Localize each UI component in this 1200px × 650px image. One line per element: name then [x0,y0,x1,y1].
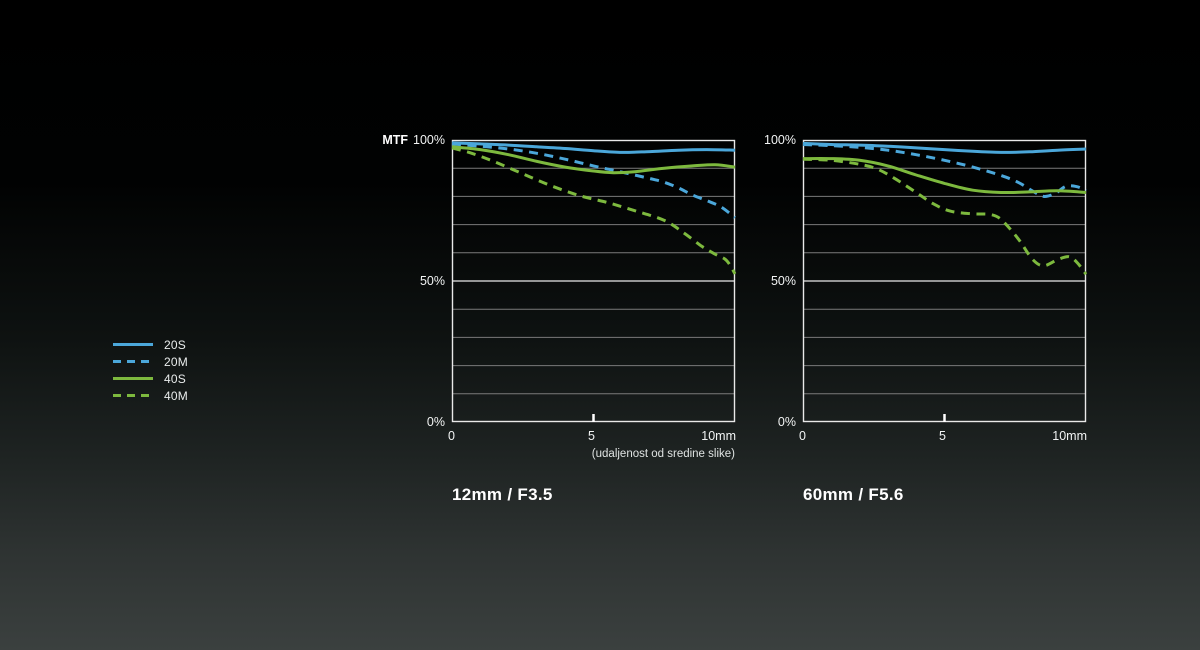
mtf-chart-12mm: MTF 100% 50% 0% 0 5 10mm (udaljenost od … [382,133,737,504]
mtf-plot-60mm [802,139,1088,423]
x-tick-5: 5 [939,429,946,443]
legend-item-40m: 40M [113,387,188,404]
legend-line-20m-icon [113,360,153,363]
x-tick-5: 5 [588,429,595,443]
y-tick-100: 100% [764,133,796,147]
x-tick-10mm: 10mm [701,429,736,443]
lens-spec-title-12mm: 12mm / F3.5 [452,485,553,504]
legend-item-40s: 40S [113,370,188,387]
legend-item-20s: 20S [113,336,188,353]
y-tick-0: 0% [777,415,796,429]
chart-legend: 20S 20M 40S 40M [113,336,188,404]
x-tick-0: 0 [799,429,806,443]
mtf-chart-60mm: 100% 50% 0% 0 5 10mm 60mm / F5.6 [764,133,1088,504]
x-tick-10mm: 10mm [1052,429,1087,443]
y-tick-100: 100% [413,133,445,147]
y-tick-50: 50% [419,274,445,288]
legend-line-40s-icon [113,377,153,380]
legend-line-20s-icon [113,343,153,346]
x-tick-0: 0 [448,429,455,443]
legend-line-40m-icon [113,394,153,397]
legend-label-40m: 40M [164,388,188,403]
legend-label-20m: 20M [164,354,188,369]
mtf-plot-12mm [451,139,737,423]
x-axis-caption: (udaljenost od sredine slike) [591,448,735,460]
y-tick-50: 50% [770,274,796,288]
lens-spec-title-60mm: 60mm / F5.6 [803,485,904,504]
legend-label-20s: 20S [164,337,186,352]
legend-label-40s: 40S [164,371,186,386]
legend-item-20m: 20M [113,353,188,370]
y-tick-0: 0% [426,415,445,429]
y-axis-title: MTF [382,133,408,147]
